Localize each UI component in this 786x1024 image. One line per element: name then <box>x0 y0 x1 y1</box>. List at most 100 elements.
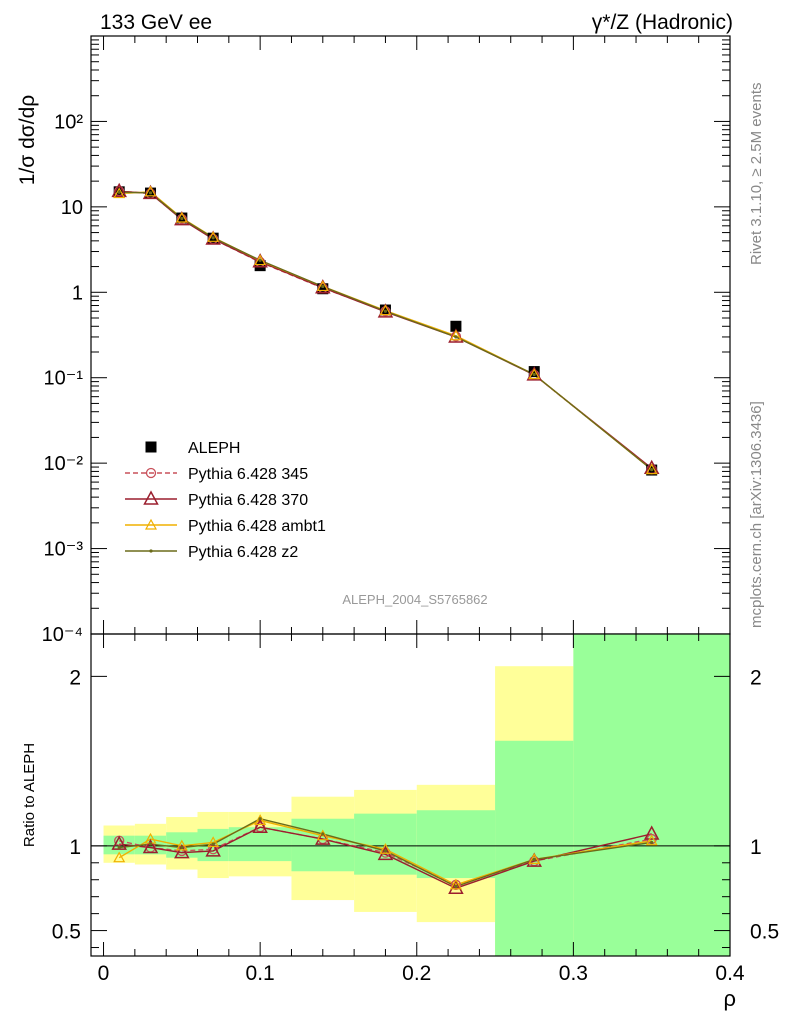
main-y-tick-label: 10⁻¹ <box>44 368 84 390</box>
mc-point <box>211 236 215 240</box>
ratio-point <box>454 884 458 889</box>
mc-point <box>316 280 329 292</box>
ratio-series-line <box>119 826 652 889</box>
ratio-series-line <box>118 819 652 886</box>
ratio-point <box>111 835 127 850</box>
ratio-point <box>205 842 221 857</box>
ratio-point <box>252 818 268 833</box>
main-y-tick-label: 10² <box>54 111 83 133</box>
main-series-line <box>119 191 653 471</box>
mc-point <box>449 329 462 341</box>
ratio-y-tick-label-right: 0.5 <box>750 921 779 944</box>
ratio-plot-frame <box>90 633 731 957</box>
analysis-tag-label: ALEPH_2004_S5765862 <box>342 592 487 607</box>
ratio-point <box>254 814 267 826</box>
legend-marker <box>144 518 158 530</box>
main-plot-frame <box>90 35 731 635</box>
mc-point <box>645 463 658 475</box>
header-left-label: 133 GeV ee <box>100 11 212 34</box>
ratio-point <box>315 830 331 845</box>
mc-point <box>148 191 153 195</box>
main-y-tick-label: 10 <box>61 197 83 219</box>
ratio-point <box>316 829 329 841</box>
ratio-y-axis-label: Ratio to ALEPH <box>21 743 38 847</box>
ratio-plot-panel: 0.5 0.5 1 1 2 2 0 0.1 0.2 0.3 0.4 Ratio to ALEPH ρ <box>21 633 779 1011</box>
ratio-point <box>321 832 325 836</box>
legend-marker <box>145 467 157 479</box>
ratio-point <box>379 842 392 854</box>
data-point <box>254 260 266 272</box>
legend: ALEPH Pythia 6.428 345 Pythia 6.428 370 Pyt… <box>125 440 326 561</box>
ratio-point <box>383 849 388 853</box>
mc-point <box>383 309 388 313</box>
ratio-point <box>650 840 654 845</box>
mc-point <box>321 284 325 289</box>
ratio-y-tick-label-right: 2 <box>750 666 762 689</box>
ratio-green-band <box>495 740 574 956</box>
main-series-line <box>119 190 653 470</box>
ratio-y-tick-label: 0.5 <box>52 921 81 944</box>
ratio-point <box>175 839 188 851</box>
ratio-point <box>645 834 658 846</box>
ratio-x-tick-label: 0 <box>98 962 110 985</box>
ratio-y-tick-label-right: 1 <box>750 836 762 859</box>
legend-label: Pythia 6.428 345 <box>188 466 308 483</box>
ratio-point <box>113 851 126 863</box>
mc-point <box>650 468 654 472</box>
mc-point <box>379 304 392 316</box>
ratio-point <box>207 836 220 848</box>
main-axis-ticks: 10⁻⁴ 10⁻³ 10⁻² 10⁻¹ 1 10 10² <box>42 36 731 646</box>
main-series-lines <box>119 190 653 471</box>
legend-label: Pythia 6.428 z2 <box>188 544 298 561</box>
data-point <box>450 320 462 332</box>
ratio-green-band <box>573 634 730 956</box>
main-y-axis-label: 1/σ dσ/dρ <box>16 95 39 185</box>
ratio-point <box>258 817 262 821</box>
ratio-y-tick-label: 1 <box>69 836 81 859</box>
main-y-tick-label: 10⁻³ <box>44 539 84 561</box>
mc-point <box>532 372 536 377</box>
main-y-tick-label: 1 <box>72 282 83 304</box>
data-point <box>317 283 329 295</box>
mc-point <box>526 366 542 381</box>
data-point <box>528 366 540 378</box>
main-series-points <box>111 182 660 476</box>
ratio-point <box>211 842 215 846</box>
ratio-x-tick-label: 0.4 <box>715 962 745 985</box>
mcplots-label: mcplots.cern.ch [arXiv:1306.3436] <box>748 401 765 628</box>
main-y-tick-label: 10⁻⁴ <box>42 624 83 646</box>
mc-point <box>117 190 121 194</box>
ratio-series-line <box>119 817 652 888</box>
ratio-point <box>532 857 536 862</box>
main-y-tick-label: 10⁻² <box>44 453 84 475</box>
mc-point <box>528 368 541 380</box>
ratio-point <box>174 844 190 859</box>
main-series-line <box>119 190 653 469</box>
mc-point <box>176 213 187 225</box>
legend-marker <box>145 441 157 453</box>
mc-point <box>180 216 184 221</box>
ratio-point <box>117 845 121 850</box>
mc-point <box>113 187 126 199</box>
ratio-green-band <box>416 810 496 879</box>
ratio-x-tick-label: 0.1 <box>246 962 275 985</box>
ratio-point <box>180 845 184 850</box>
legend-label: Pythia 6.428 ambt1 <box>188 518 326 535</box>
ratio-x-tick-label: 0.2 <box>402 962 431 985</box>
mc-point <box>454 335 458 339</box>
ratio-point <box>148 842 153 846</box>
ratio-point <box>643 825 660 840</box>
ratio-green-band <box>291 818 355 872</box>
ratio-point <box>448 879 464 894</box>
main-series-line <box>119 191 653 471</box>
ratio-point <box>449 878 462 890</box>
ratio-y-tick-label: 2 <box>69 666 81 689</box>
mc-point <box>144 185 157 197</box>
legend-label: Pythia 6.428 370 <box>188 492 308 509</box>
ratio-axis-ticks: 0.5 0.5 1 1 2 2 0 0.1 0.2 0.3 0.4 <box>52 634 779 985</box>
legend-marker <box>149 549 153 553</box>
rivet-version-label: Rivet 3.1.10, ≥ 2.5M events <box>748 83 765 266</box>
main-plot-panel: 1/σ dσ/dρ ALEPH_2004_S5765862 10⁻⁴10⁻³10… <box>16 35 731 646</box>
mc-point <box>254 254 267 266</box>
